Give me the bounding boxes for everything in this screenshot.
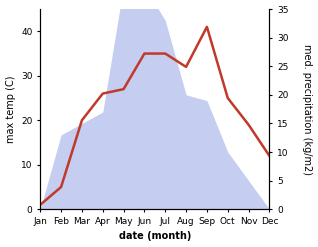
X-axis label: date (month): date (month) — [119, 231, 191, 242]
Y-axis label: max temp (C): max temp (C) — [5, 75, 16, 143]
Y-axis label: med. precipitation (kg/m2): med. precipitation (kg/m2) — [302, 44, 313, 175]
